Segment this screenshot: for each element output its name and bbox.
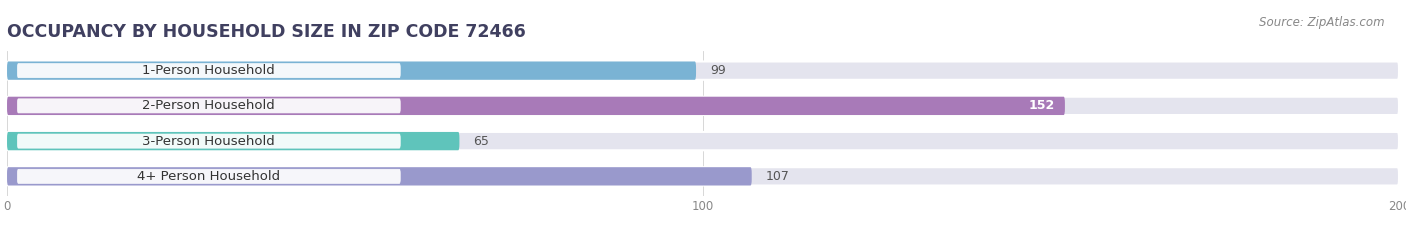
FancyBboxPatch shape xyxy=(7,97,1064,115)
Text: 2-Person Household: 2-Person Household xyxy=(142,99,276,112)
FancyBboxPatch shape xyxy=(7,97,1399,115)
Text: 1-Person Household: 1-Person Household xyxy=(142,64,276,77)
FancyBboxPatch shape xyxy=(7,167,752,185)
Text: OCCUPANCY BY HOUSEHOLD SIZE IN ZIP CODE 72466: OCCUPANCY BY HOUSEHOLD SIZE IN ZIP CODE … xyxy=(7,23,526,41)
FancyBboxPatch shape xyxy=(7,132,460,150)
FancyBboxPatch shape xyxy=(17,99,401,113)
Text: 4+ Person Household: 4+ Person Household xyxy=(138,170,280,183)
Text: 107: 107 xyxy=(766,170,790,183)
FancyBboxPatch shape xyxy=(7,62,696,80)
FancyBboxPatch shape xyxy=(7,132,1399,150)
FancyBboxPatch shape xyxy=(17,169,401,183)
Text: 3-Person Household: 3-Person Household xyxy=(142,135,276,148)
FancyBboxPatch shape xyxy=(17,134,401,148)
Text: 65: 65 xyxy=(474,135,489,148)
FancyBboxPatch shape xyxy=(7,62,1399,80)
Text: 99: 99 xyxy=(710,64,725,77)
Text: Source: ZipAtlas.com: Source: ZipAtlas.com xyxy=(1260,16,1385,29)
Text: 152: 152 xyxy=(1028,99,1054,112)
FancyBboxPatch shape xyxy=(17,64,401,78)
FancyBboxPatch shape xyxy=(7,167,1399,185)
